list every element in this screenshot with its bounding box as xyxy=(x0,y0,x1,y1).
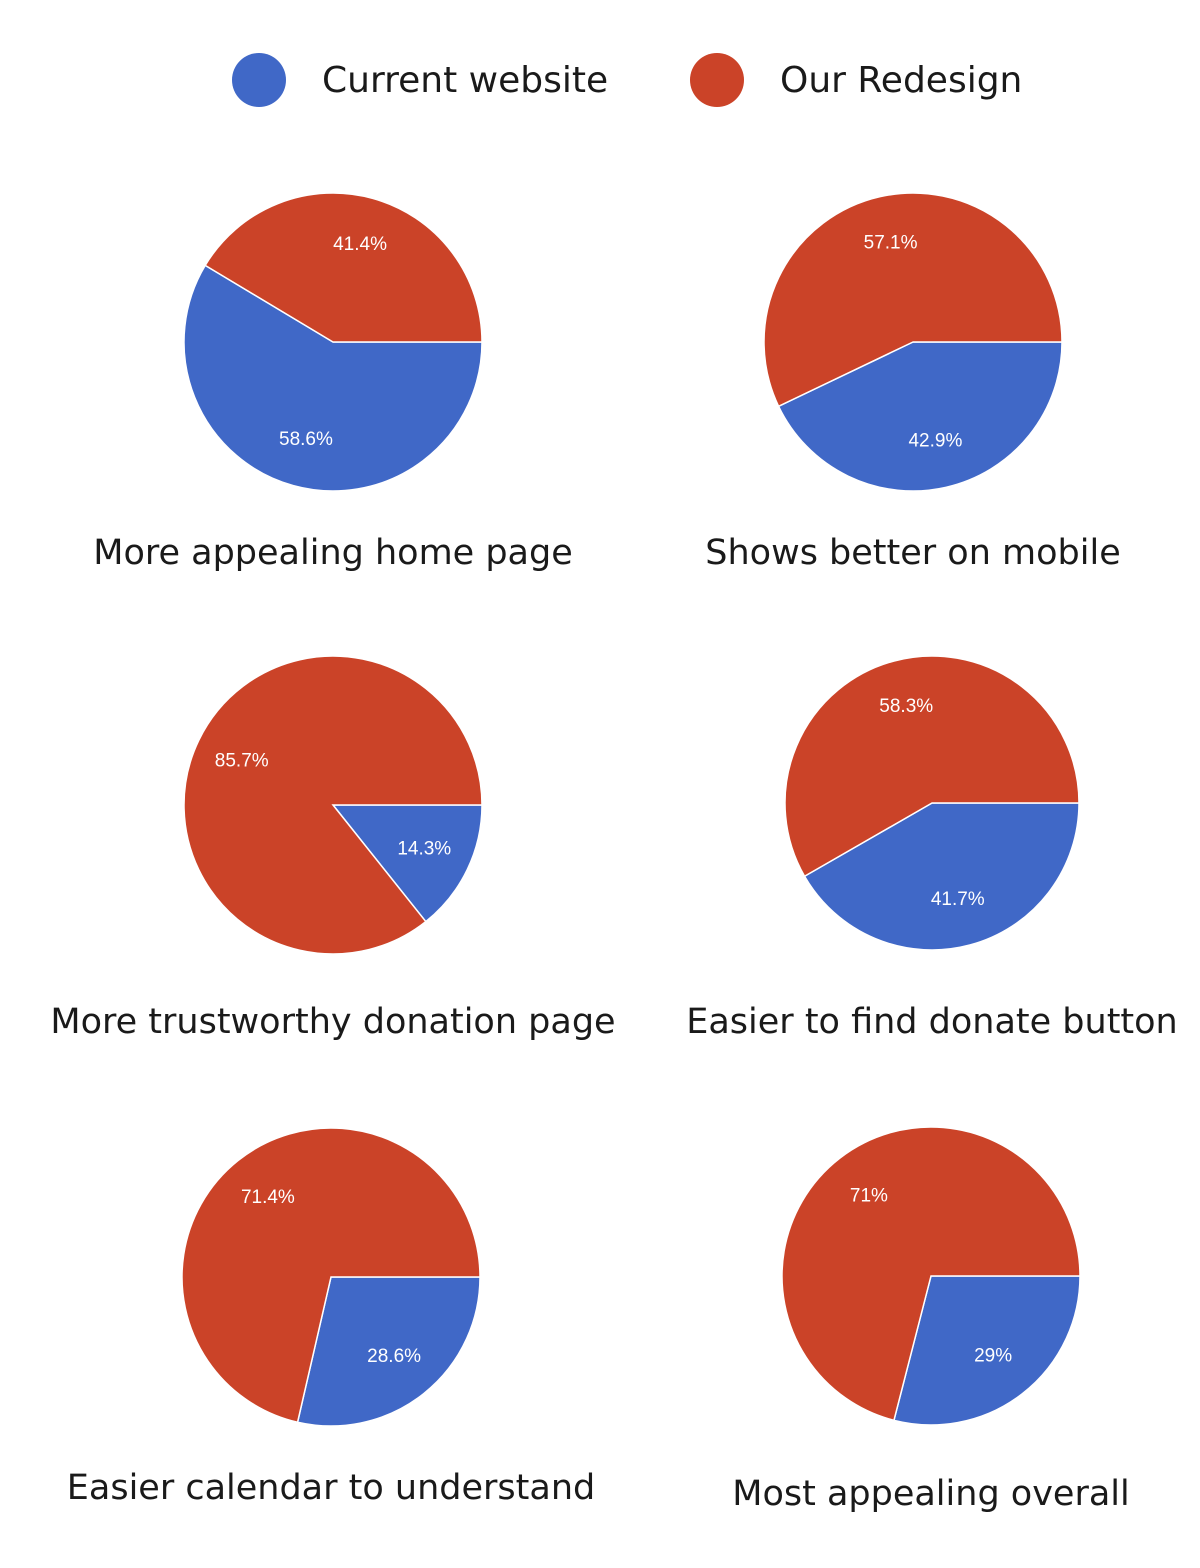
pie-chart-title: Shows better on mobile xyxy=(613,533,1200,573)
slice-label-our-redesign: 71% xyxy=(850,1185,888,1206)
slice-label-our-redesign: 85.7% xyxy=(215,750,269,771)
slice-label-current-website: 29% xyxy=(974,1346,1012,1367)
slice-label-current-website: 42.9% xyxy=(908,430,962,451)
pie-chart-title: Easier to find donate button xyxy=(632,1002,1200,1042)
slice-label-our-redesign: 71.4% xyxy=(241,1187,295,1208)
pie-chart-title: Easier calendar to understand xyxy=(31,1468,631,1508)
slice-label-current-website: 58.6% xyxy=(279,429,333,450)
slice-label-our-redesign: 58.3% xyxy=(879,696,933,717)
pie-chart-title: More trustworthy donation page xyxy=(33,1002,633,1042)
slice-label-current-website: 28.6% xyxy=(367,1346,421,1367)
slice-label-current-website: 14.3% xyxy=(397,839,451,860)
pie-svg: 14.3% 85.7% xyxy=(180,652,486,958)
slice-label-our-redesign: 41.4% xyxy=(333,234,387,255)
slice-label-our-redesign: 57.1% xyxy=(864,233,918,254)
pie-svg: 28.6% 71.4% xyxy=(178,1124,484,1430)
pie-svg: 41.7% 58.3% xyxy=(781,652,1083,954)
pie-chart-title: More appealing home page xyxy=(33,533,633,573)
pie-svg: 29% 71% xyxy=(778,1123,1084,1429)
pie-chart-title: Most appealing overall xyxy=(631,1474,1200,1514)
pie-svg: 58.6% 41.4% xyxy=(180,189,486,495)
pie-svg: 42.9% 57.1% xyxy=(760,189,1066,495)
slice-label-current-website: 41.7% xyxy=(931,889,985,910)
